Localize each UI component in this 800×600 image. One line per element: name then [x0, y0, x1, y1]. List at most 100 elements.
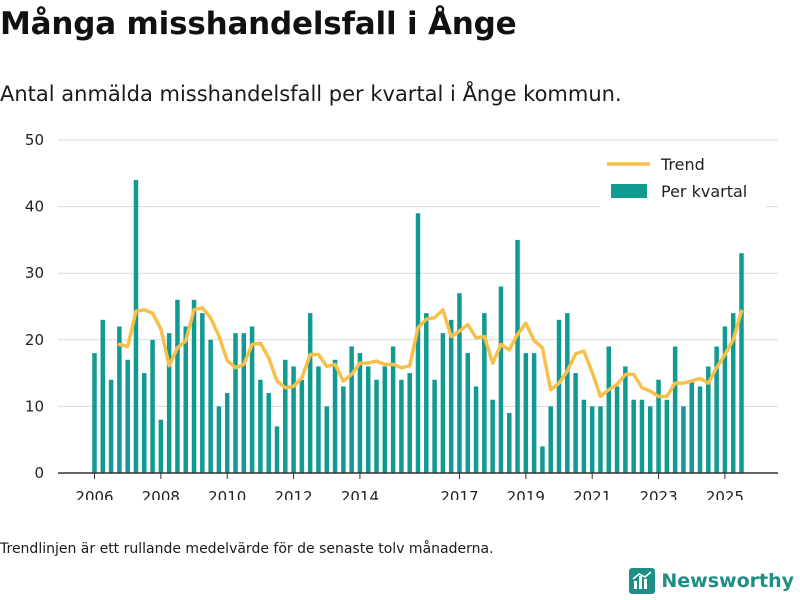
bar	[457, 293, 462, 473]
bar	[424, 313, 429, 473]
bar	[332, 359, 338, 473]
y-tick-label: 0	[34, 464, 44, 482]
x-tick-label: 2025	[706, 488, 744, 500]
x-tick-label: 2008	[142, 488, 180, 500]
bar-series	[92, 179, 744, 473]
bar	[581, 399, 587, 473]
bar	[291, 366, 296, 473]
bar	[208, 339, 213, 473]
bar	[440, 333, 446, 473]
bar	[523, 353, 529, 473]
bar	[681, 406, 686, 473]
bar	[589, 406, 595, 473]
bar	[299, 379, 305, 473]
bar	[531, 353, 537, 473]
x-tick-label: 2006	[75, 488, 113, 500]
bar	[399, 379, 404, 473]
bar	[548, 406, 553, 473]
x-axis: 2006 2008 2010 2012 2014 2017 2019 2021 2023 2025	[75, 473, 744, 500]
bar	[689, 379, 694, 473]
newsworthy-logo-icon	[629, 568, 656, 594]
bar	[307, 313, 313, 473]
bar	[623, 366, 628, 473]
bar	[697, 386, 703, 473]
bar	[573, 373, 578, 473]
bar	[150, 339, 155, 473]
y-tick-label: 40	[25, 198, 44, 216]
legend-trend-label: Trend	[660, 155, 705, 174]
footnote: Trendlinjen är ett rullande medelvärde f…	[0, 541, 494, 557]
bar	[664, 399, 670, 473]
bar	[473, 386, 479, 473]
bar	[672, 346, 678, 473]
bar	[349, 346, 354, 473]
bar	[631, 399, 636, 473]
bar	[266, 393, 271, 473]
bar	[714, 346, 719, 473]
x-tick-label: 2017	[440, 488, 478, 500]
bar	[448, 319, 454, 473]
bar	[432, 379, 437, 473]
bar	[117, 326, 122, 473]
bar	[324, 406, 330, 473]
bar	[249, 326, 255, 473]
x-tick-label: 2019	[507, 488, 545, 500]
bar	[200, 313, 205, 473]
bar	[191, 299, 197, 473]
bar	[415, 213, 421, 473]
y-tick-label: 50	[25, 131, 44, 149]
trend-line	[117, 306, 744, 399]
bar	[706, 366, 711, 473]
bar	[183, 326, 188, 473]
bar	[498, 286, 504, 473]
bar	[614, 386, 620, 473]
x-tick-label: 2012	[274, 488, 312, 500]
bar	[490, 399, 495, 473]
x-tick-label: 2014	[341, 488, 379, 500]
bar	[233, 333, 238, 473]
x-tick-label: 2010	[208, 488, 246, 500]
legend-bar-swatch	[611, 184, 647, 198]
bar	[374, 379, 379, 473]
bar	[224, 393, 230, 473]
x-tick-label: 2023	[639, 488, 677, 500]
bar	[540, 446, 545, 473]
y-tick-label: 30	[25, 264, 44, 282]
bar	[515, 239, 520, 473]
bar	[598, 406, 603, 473]
bar	[382, 366, 388, 473]
bar	[92, 353, 97, 473]
bar	[108, 379, 114, 473]
y-axis: 0 10 20 30 40 50	[25, 131, 44, 482]
bar	[722, 326, 728, 473]
x-tick-label: 2021	[573, 488, 611, 500]
bar	[158, 419, 164, 473]
bar	[565, 313, 570, 473]
bar	[142, 373, 147, 473]
bar	[283, 359, 288, 473]
bar	[465, 353, 471, 473]
bar	[216, 406, 222, 473]
chart-title: Många misshandelsfall i Ånge	[0, 6, 517, 42]
bar	[133, 179, 139, 473]
bar	[556, 319, 562, 473]
bar	[175, 299, 180, 473]
bar	[357, 353, 363, 473]
y-tick-label: 20	[25, 331, 44, 349]
bar	[739, 253, 744, 473]
bar	[100, 319, 106, 473]
bar	[341, 386, 346, 473]
trend-series	[117, 306, 744, 399]
legend-bar-label: Per kvartal	[661, 182, 747, 201]
brand-logo[interactable]: Newsworthy	[629, 568, 794, 594]
bar	[390, 346, 396, 473]
bar	[166, 333, 172, 473]
bar	[482, 313, 487, 473]
bar	[639, 399, 645, 473]
bar	[274, 426, 280, 473]
y-tick-label: 10	[25, 397, 44, 415]
brand-name: Newsworthy	[661, 570, 794, 592]
bar	[506, 413, 512, 473]
bar	[125, 359, 130, 473]
bar	[606, 346, 612, 473]
